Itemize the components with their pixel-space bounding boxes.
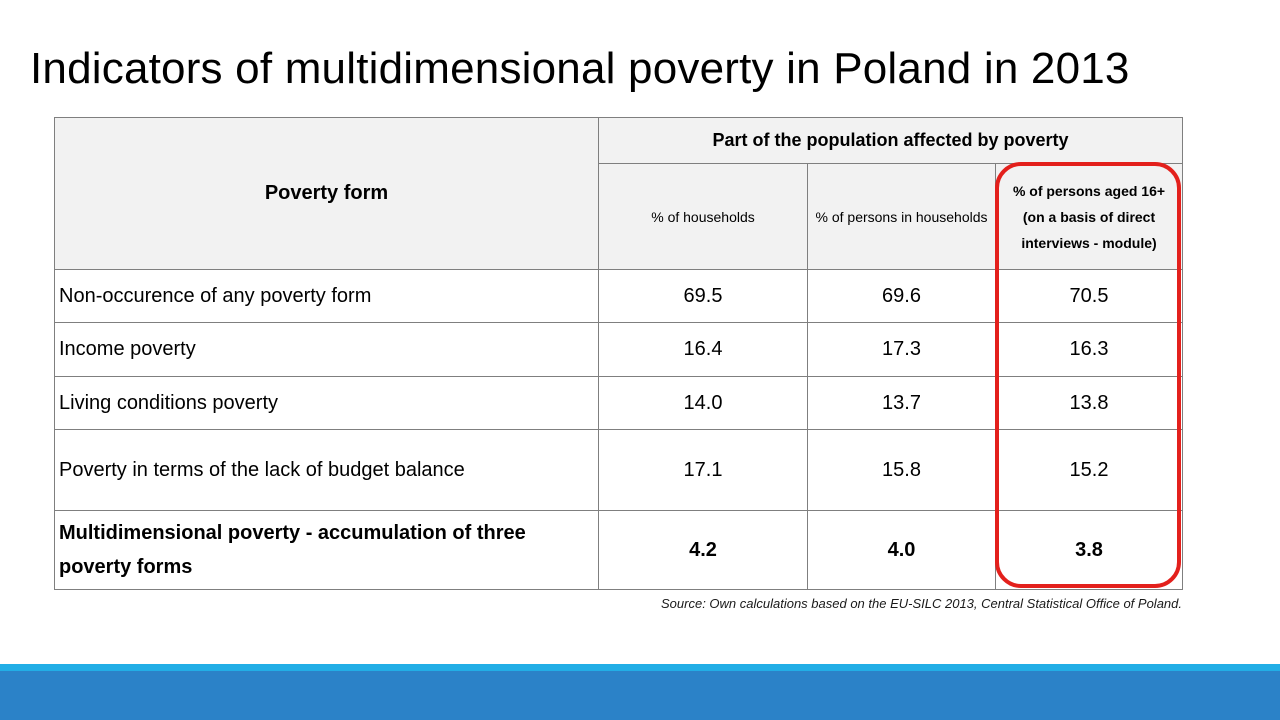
value-households: 4.2 [598,510,808,590]
value-persons-16: 3.8 [995,510,1183,590]
value-households: 16.4 [598,322,808,377]
value-persons: 69.6 [807,269,996,323]
row-label: Multidimensional poverty - accumulation … [54,510,599,590]
value-persons: 13.7 [807,376,996,430]
value-households: 14.0 [598,376,808,430]
value-households: 69.5 [598,269,808,323]
value-persons: 15.8 [807,429,996,511]
header-population-affected: Part of the population affected by pover… [598,117,1183,164]
table-row: Income poverty 16.4 17.3 16.3 [54,322,1183,377]
header-persons-aged-16: % of persons aged 16+ (on a basis of dir… [995,163,1183,270]
row-label: Living conditions poverty [54,376,599,430]
value-persons: 17.3 [807,322,996,377]
header-households: % of households [598,163,808,270]
value-persons-16: 16.3 [995,322,1183,377]
table-row-multidimensional: Multidimensional poverty - accumulation … [54,510,1183,590]
value-persons-16: 15.2 [995,429,1183,511]
value-persons-16: 70.5 [995,269,1183,323]
footer-bar [0,671,1280,720]
slide-title: Indicators of multidimensional poverty i… [30,44,1130,93]
row-label: Non-occurence of any poverty form [54,269,599,323]
value-persons-16: 13.8 [995,376,1183,430]
header-poverty-form: Poverty form [54,117,599,270]
table-row: Living conditions poverty 14.0 13.7 13.8 [54,376,1183,430]
source-note: Source: Own calculations based on the EU… [661,596,1182,611]
row-label: Income poverty [54,322,599,377]
header-persons-in-households: % of persons in households [807,163,996,270]
footer-accent-bar [0,664,1280,671]
table-row: Poverty in terms of the lack of budget b… [54,429,1183,511]
value-persons: 4.0 [807,510,996,590]
row-label: Poverty in terms of the lack of budget b… [54,429,599,511]
value-households: 17.1 [598,429,808,511]
table-row: Non-occurence of any poverty form 69.5 6… [54,269,1183,323]
poverty-table: Poverty form Part of the population affe… [54,117,1183,590]
